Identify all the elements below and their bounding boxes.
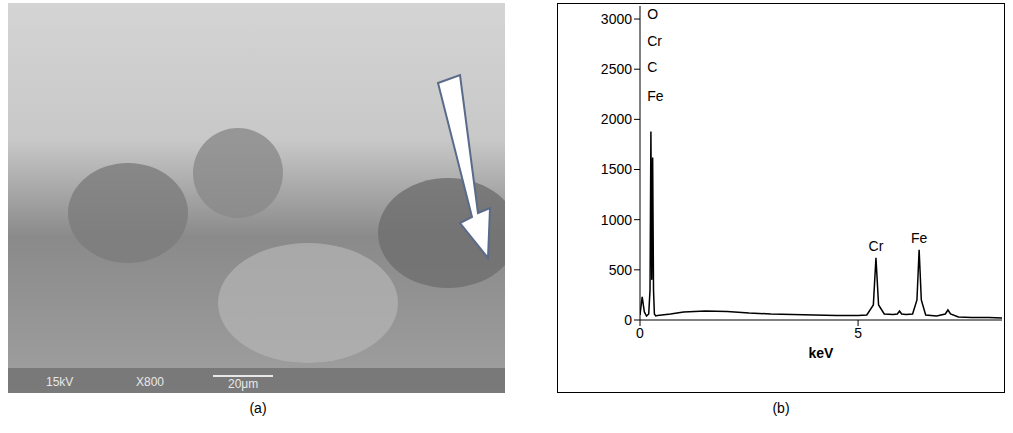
svg-text:0: 0	[636, 325, 644, 341]
svg-text:20μm: 20μm	[228, 377, 258, 391]
svg-text:2000: 2000	[601, 111, 632, 127]
html-text:(b): (b)	[772, 400, 790, 416]
svg-text:1500: 1500	[601, 161, 632, 177]
html-text:(a): (a)	[249, 400, 267, 416]
svg-text:Cr: Cr	[869, 238, 884, 254]
svg-text:3000: 3000	[601, 11, 632, 27]
svg-text:0: 0	[624, 312, 632, 328]
svg-text:O: O	[647, 6, 658, 22]
svg-text:Fe: Fe	[911, 230, 928, 246]
svg-text:1000: 1000	[601, 212, 632, 228]
svg-text:15kV: 15kV	[46, 375, 73, 389]
svg-text:keV: keV	[809, 345, 835, 361]
svg-text:X800: X800	[136, 375, 164, 389]
svg-text:2500: 2500	[601, 61, 632, 77]
svg-text:Cr: Cr	[647, 33, 662, 49]
svg-text:C: C	[647, 59, 657, 75]
svg-text:5: 5	[854, 325, 862, 341]
svg-text:500: 500	[609, 262, 633, 278]
svg-text:Fe: Fe	[647, 88, 664, 104]
